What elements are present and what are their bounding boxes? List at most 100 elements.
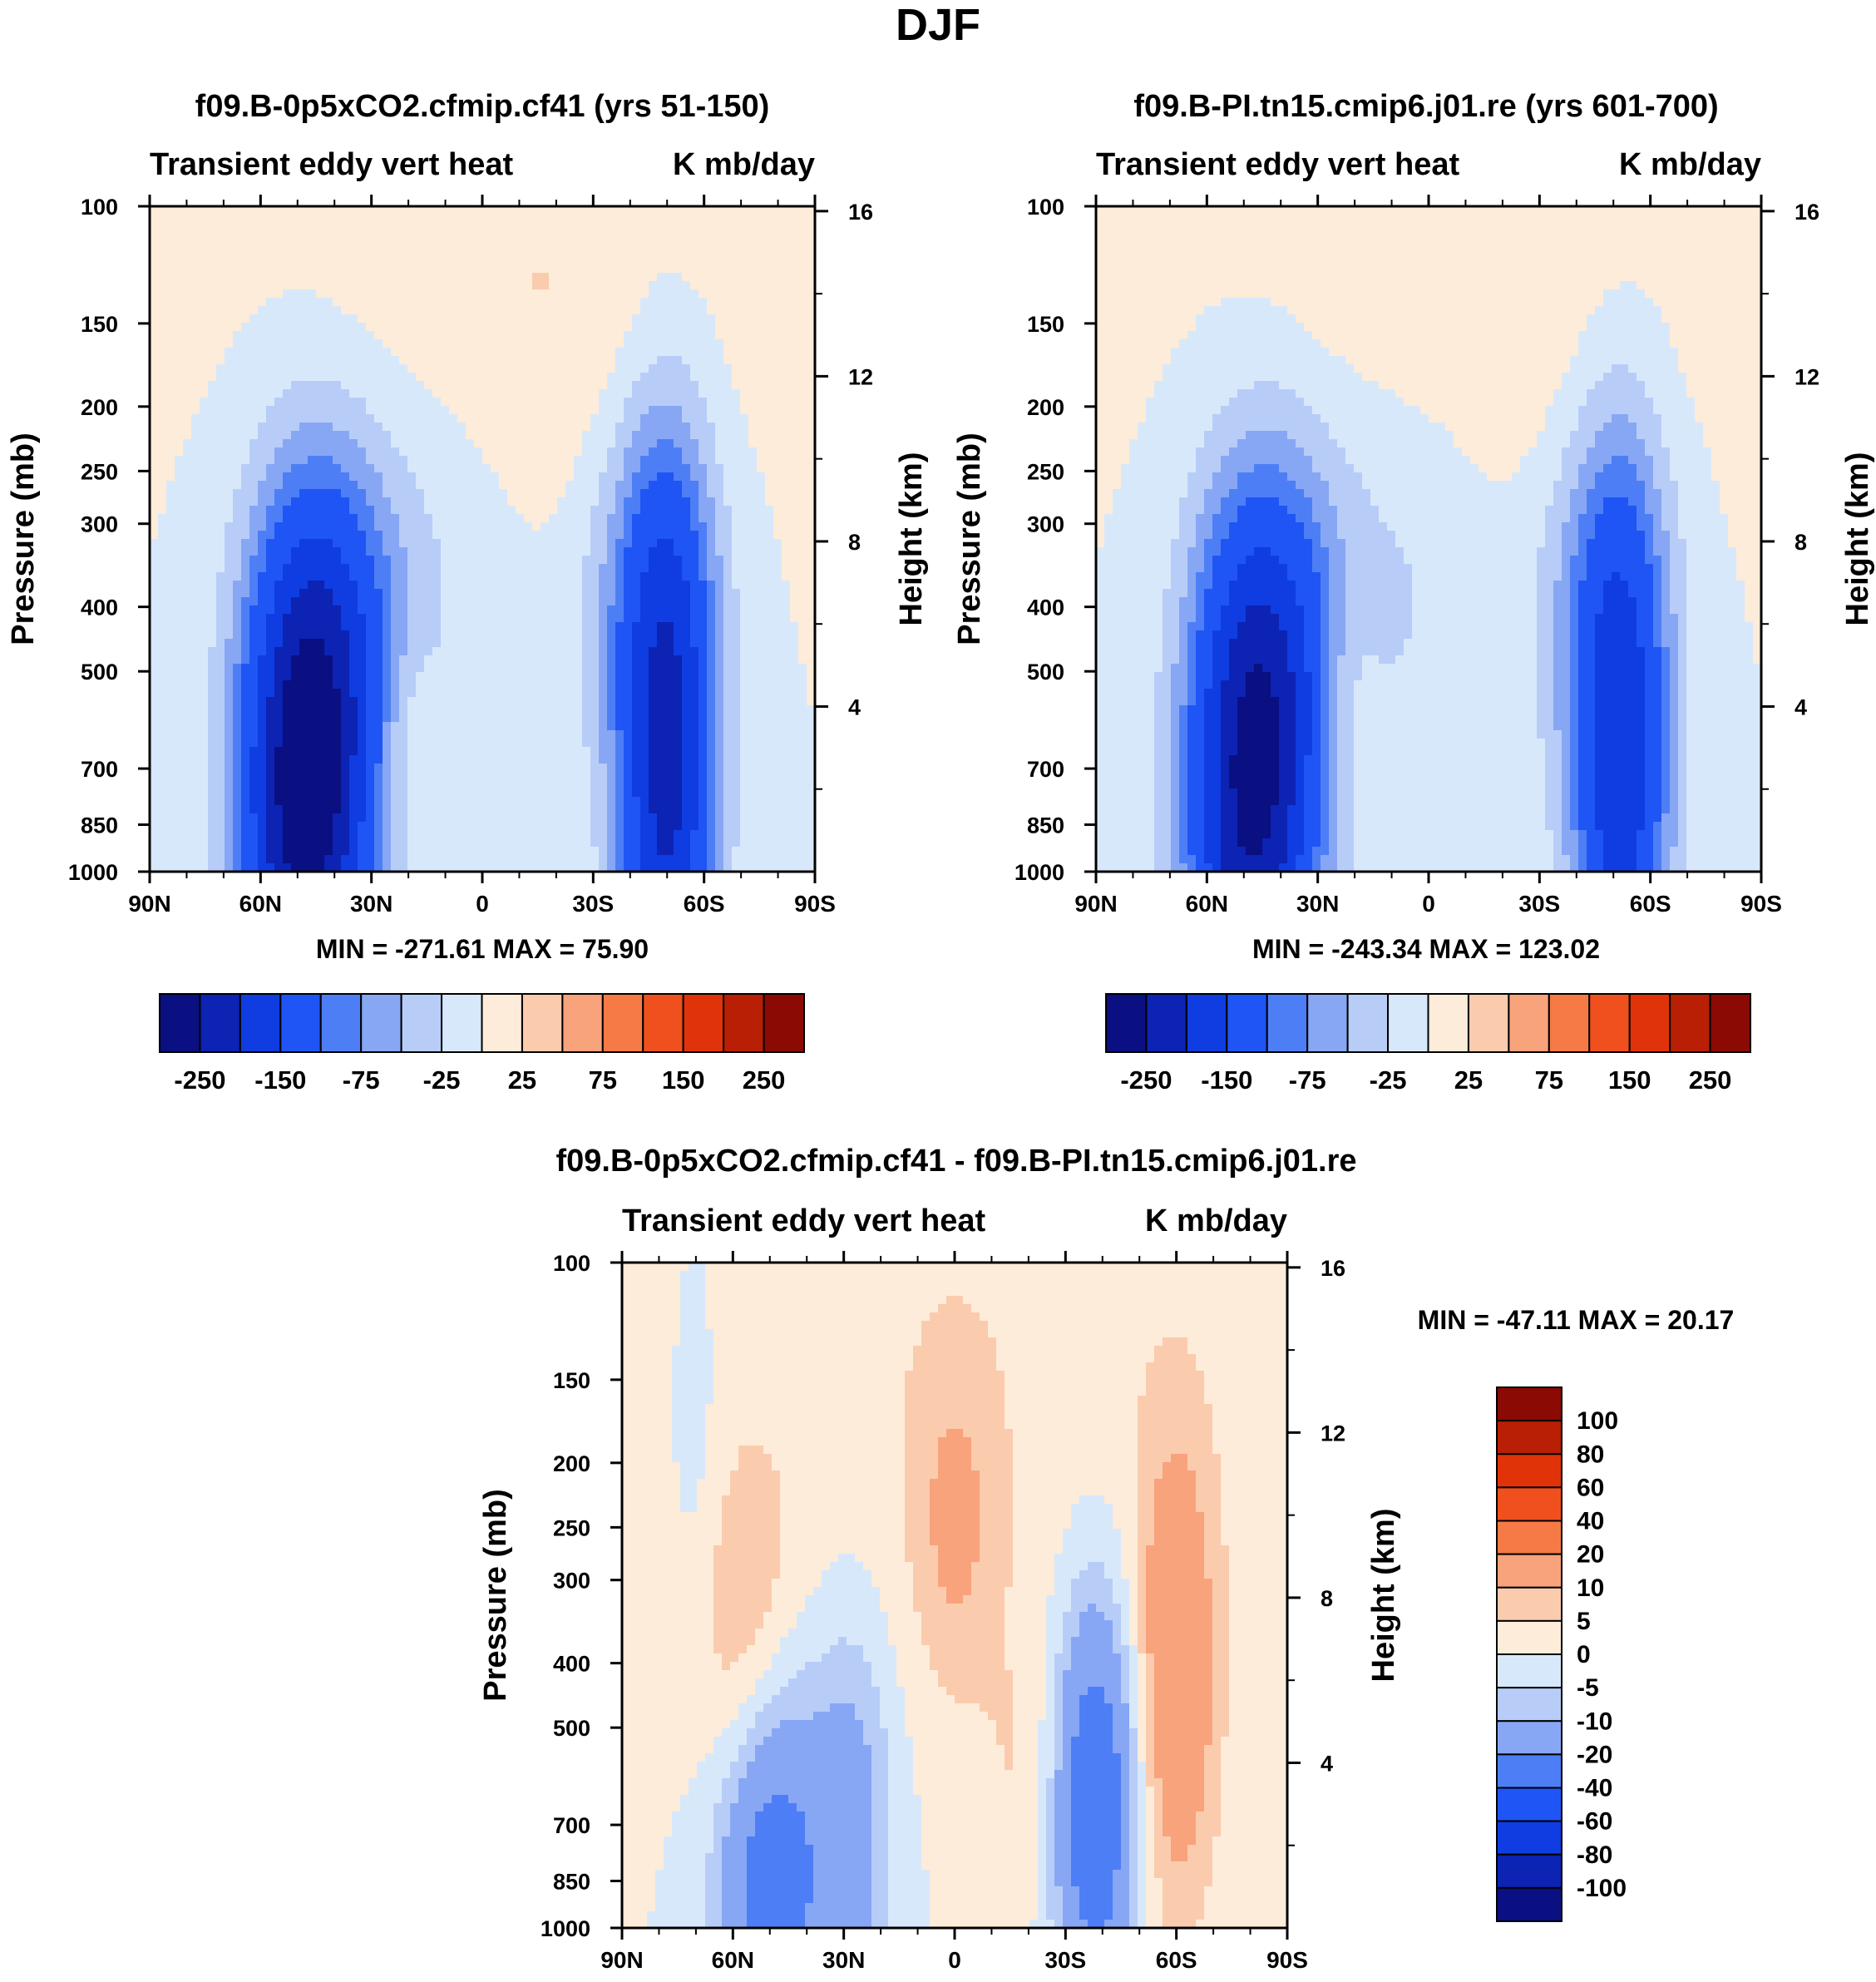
contour-cell — [291, 589, 300, 598]
contour-cell — [466, 664, 475, 673]
contour-cell — [640, 730, 649, 739]
contour-cell — [299, 223, 309, 232]
contour-cell — [532, 264, 541, 274]
contour-cell — [574, 788, 583, 798]
contour-cell — [532, 431, 541, 440]
contour-cell — [449, 531, 458, 540]
contour-cell — [349, 348, 358, 357]
contour-cell — [291, 356, 300, 365]
contour-cell — [233, 705, 242, 714]
contour-cell — [249, 298, 259, 307]
contour-cell — [615, 639, 625, 648]
contour-cell — [208, 764, 217, 773]
contour-cell — [615, 556, 625, 565]
contour-cell — [291, 764, 300, 773]
contour-cell — [441, 414, 450, 423]
contour-cell — [441, 705, 450, 714]
contour-cell — [549, 680, 558, 689]
contour-cell — [565, 556, 575, 565]
contour-cell — [225, 423, 234, 432]
contour-cell — [158, 248, 167, 257]
contour-cell — [516, 747, 525, 756]
contour-cell — [565, 306, 575, 315]
contour-cell — [615, 281, 625, 290]
contour-cell — [283, 314, 292, 324]
contour-cell — [482, 838, 491, 848]
contour-cell — [590, 639, 600, 648]
contour-cell — [299, 547, 309, 556]
contour-cell — [366, 847, 375, 856]
contour-cell — [175, 489, 184, 498]
contour-cell — [557, 431, 566, 440]
contour-cell — [466, 847, 475, 856]
contour-cell — [449, 847, 458, 856]
contour-cell — [383, 348, 392, 357]
contour-cell — [333, 464, 342, 473]
contour-cell — [432, 830, 442, 839]
contour-cell — [657, 805, 666, 814]
contour-cell — [657, 331, 666, 340]
contour-cell — [441, 614, 450, 623]
contour-cell — [366, 439, 375, 448]
contour-cell — [416, 431, 425, 440]
contour-cell — [466, 697, 475, 706]
contour-cell — [166, 489, 175, 498]
contour-cell — [416, 838, 425, 848]
contour-cell — [166, 805, 175, 814]
contour-cell — [158, 572, 167, 581]
contour-cell — [432, 714, 442, 723]
contour-cell — [574, 855, 583, 864]
contour-cell — [582, 672, 591, 681]
contour-cell — [391, 838, 400, 848]
contour-cell — [582, 281, 591, 290]
contour-cell — [150, 813, 159, 823]
contour-cell — [449, 739, 458, 748]
contour-cell — [416, 664, 425, 673]
contour-cell — [333, 223, 342, 232]
contour-cell — [291, 605, 300, 615]
contour-cell — [283, 788, 292, 798]
contour-cell — [532, 447, 541, 457]
contour-cell — [316, 514, 325, 523]
contour-cell — [150, 522, 159, 531]
contour-cell — [175, 672, 184, 681]
contour-cell — [216, 439, 225, 448]
contour-cell — [457, 705, 467, 714]
contour-cell — [565, 813, 575, 823]
contour-cell — [166, 730, 175, 739]
contour-cell — [549, 431, 558, 440]
contour-cell — [324, 522, 333, 531]
contour-cell — [158, 514, 167, 523]
contour-cell — [499, 481, 508, 490]
contour-cell — [657, 739, 666, 748]
contour-cell — [358, 273, 367, 282]
contour-cell — [482, 863, 491, 872]
contour-cell — [466, 240, 475, 249]
contour-cell — [299, 572, 309, 581]
contour-cell — [482, 506, 491, 515]
contour-cell — [441, 572, 450, 581]
contour-cell — [299, 423, 309, 432]
contour-cell — [316, 356, 325, 365]
contour-cell — [541, 697, 550, 706]
contour-cell — [333, 206, 342, 215]
contour-cell — [649, 589, 658, 598]
contour-cell — [383, 298, 392, 307]
contour-cell — [383, 797, 392, 806]
contour-cell — [225, 772, 234, 781]
contour-cell — [225, 780, 234, 789]
contour-cell — [607, 481, 616, 490]
contour-cell — [274, 298, 284, 307]
contour-cell — [208, 348, 217, 357]
contour-cell — [158, 747, 167, 756]
contour-cell — [191, 639, 200, 648]
contour-cell — [491, 855, 500, 864]
contour-cell — [358, 298, 367, 307]
contour-cell — [324, 206, 333, 215]
contour-cell — [549, 572, 558, 581]
contour-cell — [607, 398, 616, 407]
contour-cell — [491, 605, 500, 615]
contour-cell — [449, 456, 458, 465]
contour-cell — [432, 331, 442, 340]
contour-cell — [632, 705, 641, 714]
